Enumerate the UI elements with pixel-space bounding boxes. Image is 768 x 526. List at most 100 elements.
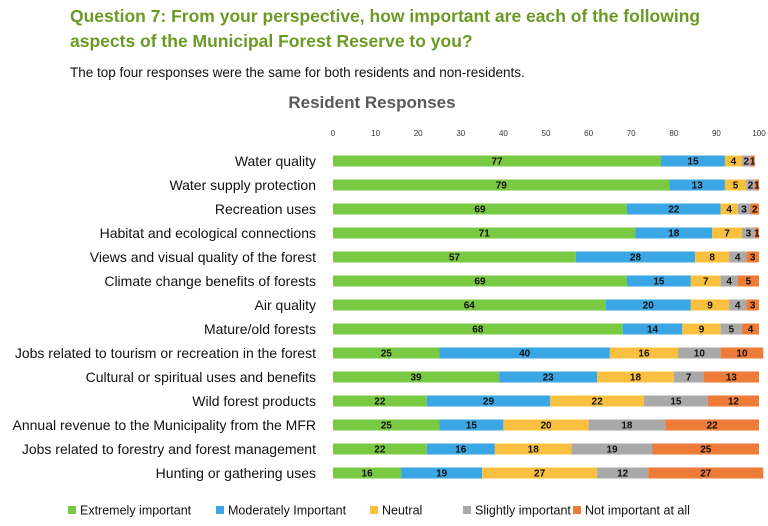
category-label: Jobs related to forestry and forest mana… bbox=[22, 441, 316, 457]
x-tick-label: 50 bbox=[542, 129, 551, 138]
bar-segment bbox=[333, 227, 636, 239]
bar-segment bbox=[333, 443, 427, 455]
bar-segment bbox=[426, 443, 495, 455]
bar-segment bbox=[750, 203, 759, 215]
bar-value-label: 8 bbox=[709, 253, 715, 264]
bar-segment bbox=[661, 155, 725, 167]
bar-value-label: 20 bbox=[643, 301, 655, 312]
legend-swatch bbox=[463, 506, 471, 514]
bar-segment bbox=[333, 299, 606, 311]
bar-value-label: 5 bbox=[746, 277, 752, 288]
bar-segment bbox=[682, 323, 721, 335]
bar-value-label: 5 bbox=[729, 325, 735, 336]
bar-segment bbox=[690, 299, 730, 311]
x-tick-label: 60 bbox=[584, 129, 593, 138]
x-tick-label: 80 bbox=[669, 129, 678, 138]
bar-value-label: 10 bbox=[694, 349, 706, 360]
bar-value-label: 69 bbox=[474, 277, 486, 288]
x-tick-label: 100 bbox=[752, 129, 766, 138]
bar-segment bbox=[333, 203, 627, 215]
bar-value-label: 18 bbox=[630, 373, 642, 384]
bar-value-label: 3 bbox=[750, 253, 756, 264]
bar-segment bbox=[333, 179, 670, 191]
bar-segment bbox=[439, 347, 610, 359]
bar-segment bbox=[741, 227, 755, 239]
bar-value-label: 77 bbox=[491, 157, 503, 168]
bar-value-label: 57 bbox=[449, 253, 461, 264]
bar-value-label: 20 bbox=[540, 421, 552, 432]
bar-segment bbox=[597, 371, 674, 383]
bar-value-label: 2 bbox=[748, 181, 754, 192]
legend-label: Neutral bbox=[382, 504, 422, 518]
x-tick-label: 10 bbox=[371, 129, 380, 138]
bar-value-label: 64 bbox=[464, 301, 476, 312]
legend-swatch bbox=[370, 506, 378, 514]
category-label: Air quality bbox=[255, 297, 316, 313]
bar-value-label: 5 bbox=[733, 181, 739, 192]
category-label: Jobs related to tourism or recreation in… bbox=[15, 345, 316, 361]
category-label: Climate change benefits of forests bbox=[104, 273, 316, 289]
legend-label: Moderately Important bbox=[228, 504, 347, 518]
bar-value-label: 4 bbox=[748, 325, 754, 336]
bar-value-label: 25 bbox=[381, 349, 393, 360]
bar-segment bbox=[333, 467, 402, 479]
bar-value-label: 12 bbox=[728, 397, 740, 408]
category-label: Cultural or spiritual uses and benefits bbox=[86, 369, 316, 385]
intro-text: The top four responses were the same for… bbox=[70, 65, 525, 80]
bar-value-label: 15 bbox=[653, 277, 665, 288]
x-tick-label: 0 bbox=[331, 129, 336, 138]
bar-value-label: 7 bbox=[703, 277, 709, 288]
bar-value-label: 71 bbox=[479, 229, 491, 240]
bar-value-label: 18 bbox=[621, 421, 633, 432]
bar-value-label: 25 bbox=[381, 421, 393, 432]
bar-segment bbox=[482, 467, 598, 479]
bar-segment bbox=[550, 395, 644, 407]
bar-segment bbox=[669, 179, 725, 191]
bar-segment bbox=[333, 275, 627, 287]
bar-segment bbox=[401, 467, 483, 479]
x-tick-label: 40 bbox=[499, 129, 508, 138]
bar-segment bbox=[333, 347, 440, 359]
bar-value-label: 40 bbox=[519, 349, 531, 360]
bar-segment bbox=[754, 227, 759, 239]
bar-value-label: 13 bbox=[692, 181, 704, 192]
bar-segment bbox=[720, 323, 742, 335]
bar-segment bbox=[724, 179, 747, 191]
bar-segment bbox=[626, 275, 691, 287]
bar-value-label: 22 bbox=[374, 445, 386, 456]
bar-segment bbox=[499, 371, 598, 383]
bar-segment bbox=[439, 419, 504, 431]
bar-segment bbox=[333, 371, 500, 383]
bar-segment bbox=[571, 443, 653, 455]
bar-segment bbox=[746, 179, 755, 191]
category-label: Annual revenue to the Municipality from … bbox=[13, 417, 316, 433]
bar-segment bbox=[503, 419, 589, 431]
bar-segment bbox=[746, 299, 759, 311]
question-heading: Question 7: From your perspective, how i… bbox=[70, 6, 701, 51]
bar-segment bbox=[588, 419, 666, 431]
bar-value-label: 3 bbox=[741, 205, 747, 216]
bar-segment bbox=[626, 203, 721, 215]
bar-segment bbox=[720, 203, 738, 215]
x-tick-label: 90 bbox=[712, 129, 721, 138]
bar-value-label: 14 bbox=[647, 325, 659, 336]
bar-value-label: 2 bbox=[743, 157, 749, 168]
x-tick-label: 30 bbox=[456, 129, 465, 138]
bar-value-label: 9 bbox=[699, 325, 705, 336]
bar-value-label: 4 bbox=[731, 157, 737, 168]
bar-value-label: 3 bbox=[750, 301, 756, 312]
bar-value-label: 13 bbox=[726, 373, 738, 384]
bar-value-label: 7 bbox=[724, 229, 730, 240]
bar-value-label: 16 bbox=[638, 349, 650, 360]
bar-value-label: 9 bbox=[707, 301, 713, 312]
bar-segment bbox=[712, 227, 742, 239]
bar-segment bbox=[643, 395, 708, 407]
bar-segment bbox=[703, 371, 759, 383]
bar-value-label: 7 bbox=[686, 373, 692, 384]
x-tick-label: 20 bbox=[414, 129, 423, 138]
bar-value-label: 4 bbox=[735, 301, 741, 312]
bar-value-label: 27 bbox=[700, 469, 712, 480]
bar-value-label: 23 bbox=[543, 373, 555, 384]
bar-value-label: 25 bbox=[700, 445, 712, 456]
bar-value-label: 16 bbox=[362, 469, 374, 480]
